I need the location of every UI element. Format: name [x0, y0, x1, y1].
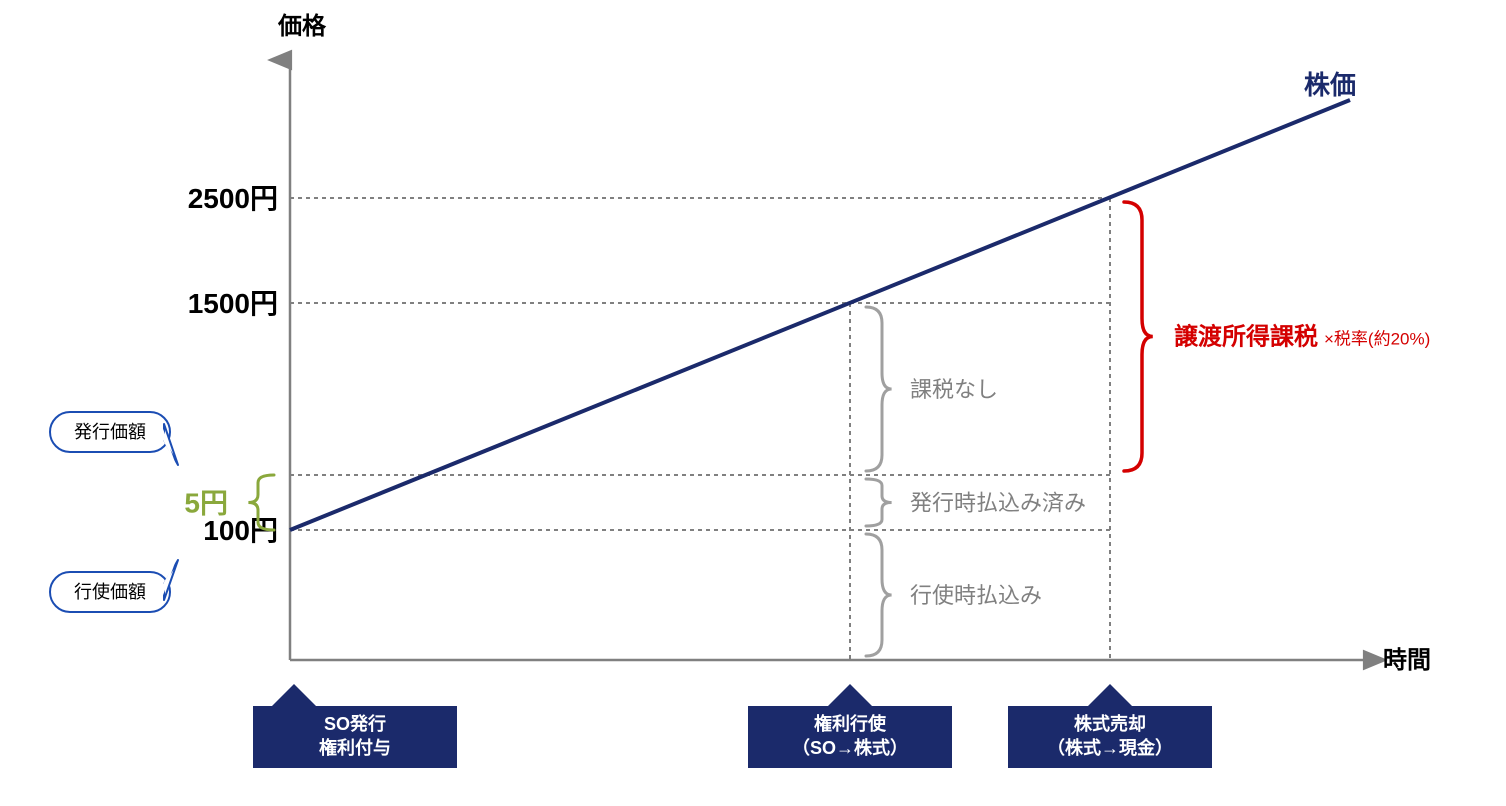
svg-text:SO発行: SO発行: [324, 713, 386, 734]
x-axis-label: 時間: [1383, 647, 1431, 674]
svg-text:行使価額: 行使価額: [74, 582, 146, 602]
ytick-5: 5円: [184, 488, 228, 519]
y-axis-label: 価格: [277, 13, 327, 40]
event-box-sell: 株式売却 （株式→現金）: [1008, 684, 1212, 768]
bubble-exercise-price: 行使価額: [50, 560, 178, 612]
svg-text:権利行使: 権利行使: [814, 713, 887, 734]
stock-price-line: [290, 100, 1350, 530]
brace: [866, 307, 892, 471]
svg-text:発行価額: 発行価額: [74, 422, 146, 442]
event-box-issue: SO発行権利付与: [253, 684, 457, 768]
label-transfer-tax: 譲渡所得課税×税率(約20%): [1174, 323, 1430, 351]
svg-text:権利付与: 権利付与: [319, 737, 391, 758]
event-box-exercise: 権利行使 （SO→株式）: [748, 684, 952, 768]
label-paid-issue: 発行時払込み済み: [910, 491, 1086, 516]
label-no-tax: 課税なし: [910, 377, 998, 402]
brace: [866, 534, 892, 656]
brace: [866, 479, 892, 526]
label-paid-exercise: 行使時払込み: [910, 583, 1042, 608]
stock-price-label: 株価: [1304, 70, 1356, 100]
svg-text:（SO→株式）: （SO→株式）: [792, 737, 908, 758]
bubble-issue-price: 発行価額: [50, 412, 178, 465]
svg-text:株式売却: 株式売却: [1074, 713, 1146, 734]
svg-text:（株式→現金）: （株式→現金）: [1047, 737, 1173, 758]
brace: [1124, 202, 1153, 471]
ytick-2500: 2500円: [188, 183, 278, 214]
ytick-1500: 1500円: [188, 288, 278, 319]
